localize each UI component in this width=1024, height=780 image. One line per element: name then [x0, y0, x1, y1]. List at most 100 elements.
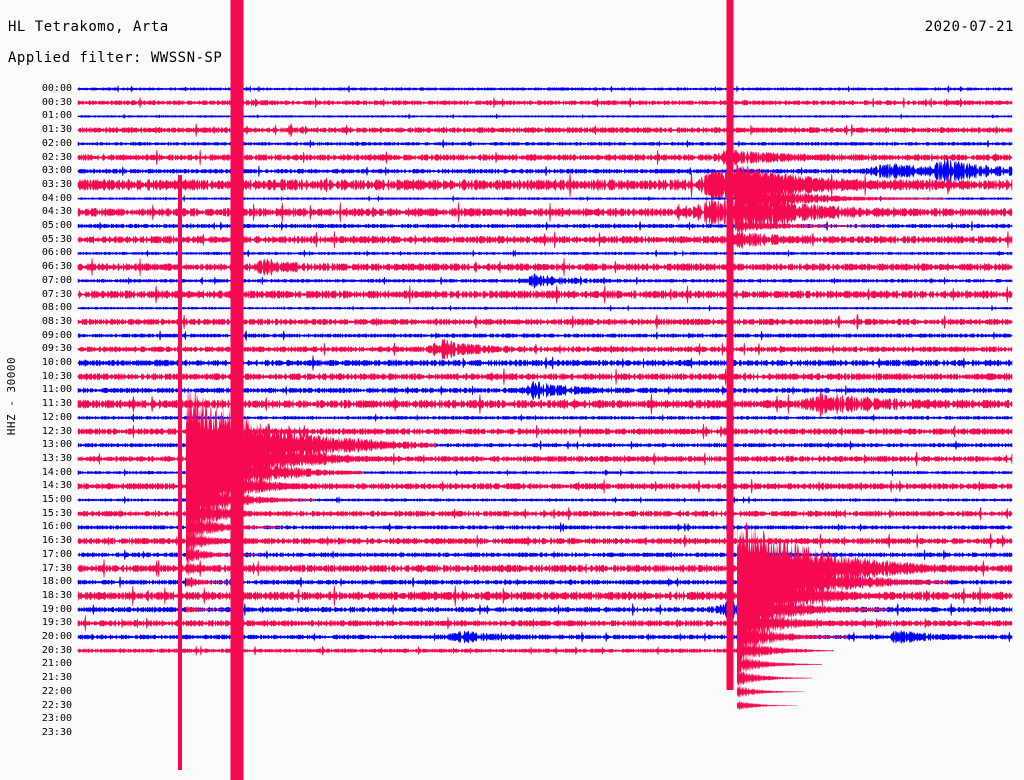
- trace-row: [77, 97, 1013, 109]
- time-axis: 00:00 00:30 01:00 01:30 02:00 02:30 03:00 03:30…: [0, 0, 78, 780]
- trace-row: [77, 576, 1013, 588]
- trace-row: [77, 230, 1013, 250]
- time-tick-label: 01:30: [41, 124, 72, 136]
- coda-row: [737, 583, 889, 636]
- time-tick-label: 05:30: [41, 233, 72, 245]
- time-tick-label: 21:30: [41, 672, 72, 684]
- coda-row: [186, 545, 261, 565]
- trace-row: [77, 257, 1013, 277]
- coda-row: [186, 512, 283, 543]
- coda-row: [186, 528, 271, 554]
- time-tick-label: 14:00: [41, 466, 72, 478]
- time-tick-label: 14:30: [41, 480, 72, 492]
- trace-row: [77, 113, 1013, 120]
- time-tick-label: 01:00: [41, 110, 72, 122]
- time-tick-label: 19:00: [41, 603, 72, 615]
- coda-row: [737, 669, 812, 687]
- time-tick-label: 18:00: [41, 576, 72, 588]
- coda-row: [737, 543, 948, 621]
- trace-row: [77, 380, 1013, 400]
- coda-row: [186, 590, 241, 601]
- trace-row: [77, 585, 1013, 607]
- station-title: HL Tetrakomo, Arta: [8, 19, 169, 35]
- coda-row: [737, 637, 834, 664]
- trace-row: [77, 158, 1013, 185]
- coda-row: [186, 436, 364, 509]
- trace-row: [77, 272, 1013, 289]
- coda-row: [737, 563, 915, 629]
- time-tick-label: 07:00: [41, 274, 72, 286]
- time-tick-label: 02:00: [41, 137, 72, 149]
- time-tick-label: 21:00: [41, 658, 72, 670]
- time-tick-label: 15:30: [41, 507, 72, 519]
- trace-row: [77, 390, 1013, 418]
- time-tick-label: 13:00: [41, 439, 72, 451]
- time-tick-label: 00:00: [41, 83, 72, 94]
- coda-row: [737, 604, 867, 643]
- trace-row: [77, 149, 1013, 166]
- trace-row: [77, 304, 1013, 313]
- time-tick-label: 17:30: [41, 562, 72, 574]
- time-tick-label: 15:00: [41, 494, 72, 505]
- clipped-spike: [726, 0, 734, 690]
- time-tick-label: 20:00: [41, 631, 72, 642]
- time-tick-label: 08:00: [41, 302, 72, 314]
- trace-row: [77, 314, 1013, 330]
- time-tick-label: 11:30: [41, 398, 72, 410]
- coda-row: [737, 653, 822, 676]
- trace-row: [77, 285, 1013, 304]
- trace-row: [77, 522, 1013, 533]
- time-tick-label: 02:30: [41, 151, 72, 163]
- trace-row: [77, 221, 1013, 231]
- time-tick-label: 12:30: [41, 425, 72, 437]
- coda-row: [735, 183, 946, 214]
- trace-row: [77, 413, 1013, 423]
- clipped-spike: [178, 175, 182, 770]
- time-tick-label: 12:00: [41, 411, 72, 423]
- trace-row: [77, 495, 1013, 505]
- time-tick-label: 04:30: [41, 206, 72, 218]
- date-label: 2020-07-21: [924, 19, 1014, 35]
- time-tick-label: 16:30: [41, 535, 72, 547]
- trace-row: [77, 194, 1013, 203]
- trace-row: [77, 84, 1013, 94]
- time-tick-label: 03:00: [41, 165, 72, 177]
- filter-label: Applied filter: WWSSN-SP: [8, 50, 223, 66]
- trace-row: [77, 479, 1013, 494]
- time-tick-label: 19:30: [41, 617, 72, 629]
- trace-row: [77, 249, 1013, 258]
- time-tick-label: 22:30: [41, 699, 72, 711]
- time-tick-label: 03:30: [41, 178, 72, 190]
- time-tick-label: 08:30: [41, 315, 72, 327]
- trace-row: [77, 600, 1013, 619]
- time-tick-label: 22:00: [41, 685, 72, 697]
- trace-row: [77, 423, 1013, 440]
- time-tick-label: 18:30: [41, 589, 72, 601]
- coda-row: [186, 576, 247, 589]
- coda-row: [737, 700, 798, 711]
- trace-row: [77, 122, 1013, 138]
- time-tick-label: 23:30: [41, 726, 72, 738]
- trace-row: [77, 507, 1013, 521]
- time-tick-label: 04:00: [41, 192, 72, 204]
- trace-row: [77, 615, 1013, 632]
- trace-row: [77, 549, 1013, 561]
- trace-row: [77, 138, 1013, 149]
- time-tick-label: 17:00: [41, 548, 72, 560]
- trace-row: [77, 355, 1013, 371]
- trace-row: [77, 198, 1013, 227]
- time-tick-label: 20:30: [41, 644, 72, 656]
- time-tick-label: 10:30: [41, 370, 72, 382]
- time-tick-label: 10:00: [41, 357, 72, 368]
- coda-row: [737, 685, 804, 699]
- time-tick-label: 11:00: [41, 384, 72, 396]
- coda-row: [186, 561, 253, 576]
- event-coda: [737, 521, 987, 711]
- trace-row: [77, 533, 1013, 549]
- trace-row: [77, 468, 1013, 478]
- trace-row: [77, 329, 1013, 342]
- time-tick-label: 09:00: [41, 329, 72, 341]
- coda-row: [186, 495, 298, 533]
